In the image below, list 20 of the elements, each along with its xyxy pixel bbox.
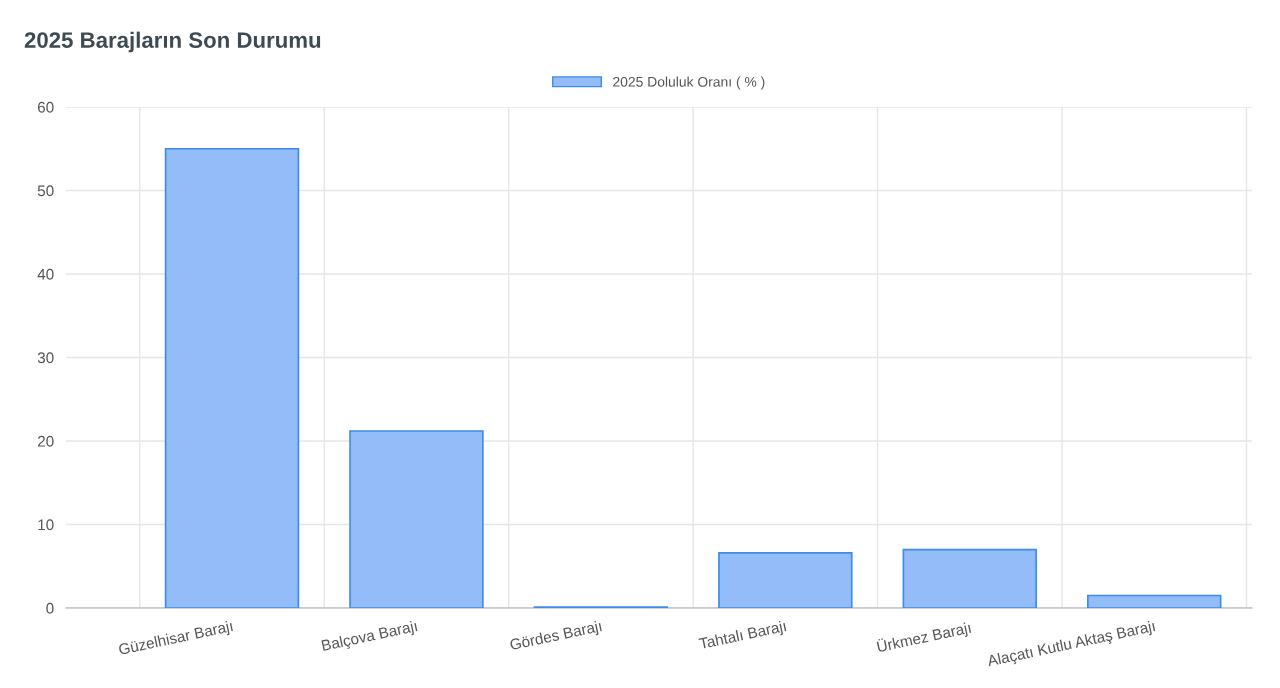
x-tick-label: Güzelhisar Barajı xyxy=(118,620,234,658)
x-tick-label: Gördes Barajı xyxy=(509,620,603,654)
bar xyxy=(349,430,484,608)
x-tick-label: Ürkmez Barajı xyxy=(876,620,972,656)
chart-title: 2025 Barajların Son Durumu xyxy=(24,31,321,53)
y-tick-label: 50 xyxy=(37,185,54,197)
y-tick-label: 0 xyxy=(46,602,54,614)
legend-label: 2025 Doluluk Oranı ( % ) xyxy=(613,76,765,90)
x-tick-label: Balçova Barajı xyxy=(321,620,419,655)
bar xyxy=(902,548,1038,608)
y-tick-label: 40 xyxy=(37,268,54,280)
x-tick-label: Tahtalı Barajı xyxy=(698,620,787,653)
y-tick-label: 10 xyxy=(38,519,54,531)
y-tick-label: 60 xyxy=(37,101,54,113)
bar xyxy=(1087,594,1222,608)
bar xyxy=(718,552,853,608)
bar xyxy=(164,147,300,608)
y-tick-label: 20 xyxy=(37,435,54,447)
x-tick-label: Alaçatı Kutlu Aktaş Barajı xyxy=(986,620,1156,670)
y-tick-label: 30 xyxy=(37,352,54,364)
